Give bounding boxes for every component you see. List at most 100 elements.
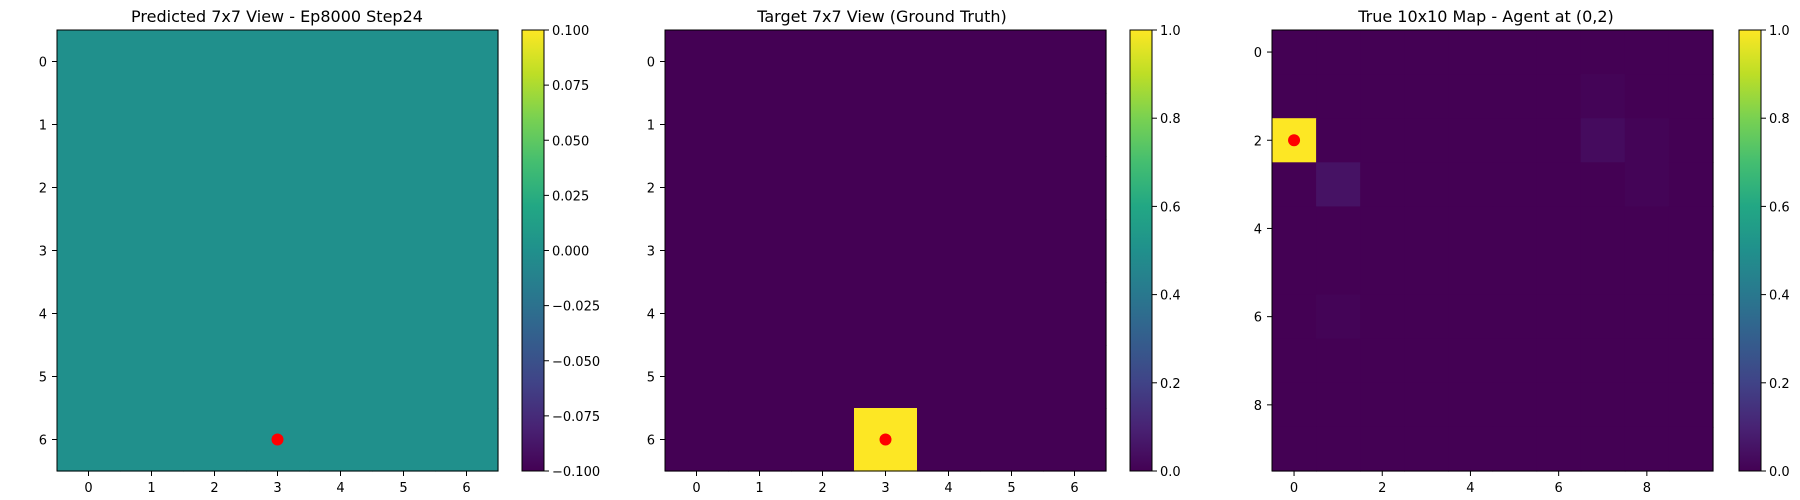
heatmap-cell [372, 93, 436, 157]
heatmap-cell [1668, 162, 1714, 207]
heatmap-cell [1668, 382, 1714, 428]
heatmap-cell [1536, 74, 1582, 119]
y-tick-label: 2 [1254, 134, 1262, 149]
colorbar-tick-label: 0.8 [1769, 112, 1790, 127]
heatmap-cell [435, 345, 499, 409]
heatmap-cell [665, 93, 729, 157]
heatmap-cell [791, 408, 855, 472]
heatmap-cell [665, 156, 729, 220]
x-tick-label: 4 [944, 481, 952, 496]
x-tick-label: 3 [273, 481, 281, 496]
heatmap-cell [1316, 118, 1361, 163]
heatmap-cell [372, 219, 436, 283]
y-tick-label: 1 [39, 119, 47, 134]
heatmap-cell [1580, 382, 1626, 428]
heatmap-cell [791, 282, 855, 346]
heatmap-cell [57, 156, 121, 220]
heatmap-cell [1404, 206, 1449, 252]
heatmap-cell [728, 282, 792, 346]
heatmap-cell [1272, 382, 1317, 428]
heatmap-cell [435, 282, 499, 346]
y-tick-label: 4 [647, 308, 655, 323]
y-tick-label: 2 [647, 182, 655, 197]
heatmap-cell [665, 282, 729, 346]
x-tick-label: 5 [1007, 481, 1015, 496]
heatmap-cell [728, 156, 792, 220]
heatmap-cell [372, 345, 436, 409]
y-tick-label: 3 [39, 245, 47, 260]
heatmap-cell [1272, 162, 1317, 207]
heatmap-cell [372, 282, 436, 346]
heatmap-cell [435, 156, 499, 220]
heatmap-cell [1360, 338, 1405, 384]
heatmap-cell [57, 345, 121, 409]
x-tick-label: 6 [462, 481, 470, 496]
heatmap-cell [1043, 156, 1107, 220]
x-tick-label: 6 [1555, 481, 1563, 496]
heatmap-cell [435, 30, 499, 94]
agent-marker [879, 433, 892, 446]
y-tick-label: 4 [1254, 222, 1262, 237]
colorbar-tick-label: 0.4 [1769, 289, 1790, 304]
heatmap-cell [57, 282, 121, 346]
heatmap-cell [309, 282, 373, 346]
x-tick-label: 0 [84, 481, 92, 496]
heatmap-cell [1580, 74, 1626, 119]
panel-predicted-view: Predicted 7x7 View - Ep8000 Step24 0 1 2 3 4… [39, 7, 600, 496]
y-tick-label: 6 [647, 434, 655, 449]
x-tick-label: 8 [1643, 481, 1651, 496]
colorbar [1738, 29, 1762, 472]
heatmap-cell [183, 408, 247, 472]
heatmap-cell [1448, 426, 1494, 472]
heatmap-cell [120, 408, 184, 472]
heatmap-cell [309, 156, 373, 220]
colorbar-tick-label: 0.000 [552, 245, 589, 260]
heatmap-cell [1360, 250, 1405, 296]
heatmap-cell [1624, 30, 1670, 75]
heatmap-cell [1668, 30, 1714, 75]
x-tick-label: 0 [1290, 481, 1298, 496]
heatmap-cell [1668, 426, 1714, 472]
heatmap-cell [854, 345, 918, 409]
heatmap-cell [1404, 74, 1449, 119]
heatmap-cell [1580, 162, 1626, 207]
heatmap-cell [246, 30, 310, 94]
colorbar-tick-label: 0.075 [552, 79, 589, 94]
heatmap-cell [1624, 206, 1670, 252]
heatmap-cell [1316, 382, 1361, 428]
colorbar [521, 29, 545, 472]
colorbar-tick-label: 0.2 [1160, 377, 1181, 392]
heatmap-cell [246, 156, 310, 220]
heatmap-cell [1624, 162, 1670, 207]
heatmap-cell [372, 156, 436, 220]
heatmap-cell [1272, 30, 1317, 75]
heatmap-cell [791, 93, 855, 157]
y-tick-label: 0 [39, 56, 47, 71]
heatmap-cell [1580, 250, 1626, 296]
heatmap-cell [1404, 30, 1449, 75]
heatmap-cell [120, 156, 184, 220]
heatmap-cell [1624, 74, 1670, 119]
panel-true-map: True 10x10 Map - Agent at (0,2) 0 2 4 6 8 0 2 4… [1254, 7, 1790, 496]
heatmap-cell [980, 30, 1044, 94]
heatmap-cell [854, 93, 918, 157]
colorbar [1129, 29, 1153, 472]
heatmap-cell [1580, 426, 1626, 472]
heatmap-cell [1448, 162, 1494, 207]
heatmap-cell [728, 345, 792, 409]
heatmap-cell [1624, 338, 1670, 384]
heatmap-cell [1492, 162, 1538, 207]
heatmap-cell [980, 345, 1044, 409]
heatmap-cell [1404, 382, 1449, 428]
heatmap-cell [183, 93, 247, 157]
heatmap-cell [1492, 74, 1538, 119]
heatmap-cell [309, 345, 373, 409]
heatmap-cell [1536, 294, 1582, 340]
colorbar-tick-label: 0.0 [1769, 465, 1790, 480]
heatmap-cell [854, 30, 918, 94]
heatmap-cell [309, 30, 373, 94]
y-tick-label: 4 [39, 308, 47, 323]
heatmap-cell [980, 156, 1044, 220]
heatmap-cell [917, 156, 981, 220]
x-tick-label: 2 [210, 481, 218, 496]
